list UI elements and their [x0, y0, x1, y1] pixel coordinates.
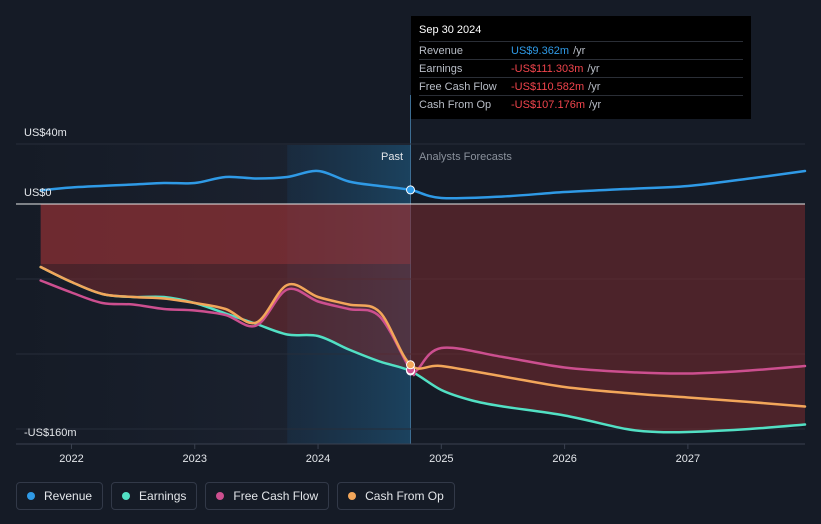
- legend-dot-icon: [122, 492, 131, 500]
- series-line-revenue: [39, 169, 807, 200]
- tooltip-row: Revenue US$9.362m/yr: [419, 41, 743, 59]
- legend-dot-icon: [348, 492, 357, 500]
- tooltip-unit: /yr: [589, 98, 602, 111]
- legend-item-cash-from-op[interactable]: Cash From Op: [337, 482, 455, 510]
- y-bottom-label: -US$160m: [24, 427, 77, 439]
- tooltip-date: Sep 30 2024: [419, 24, 482, 36]
- legend-label: Cash From Op: [365, 489, 444, 503]
- x-tick-label: 2026: [552, 453, 576, 465]
- tooltip-row: Free Cash Flow -US$110.582m/yr: [419, 77, 743, 95]
- marker-revenue: [406, 185, 415, 195]
- loss-area-top-glow: [40, 204, 411, 264]
- marker-cash-from-op: [406, 360, 415, 370]
- y-top-label: US$40m: [24, 127, 67, 139]
- x-tick-label: 2025: [429, 453, 453, 465]
- legend-dot-icon: [27, 492, 35, 500]
- tooltip-unit: /yr: [587, 62, 600, 75]
- legend-item-earnings[interactable]: Earnings: [111, 482, 198, 510]
- tooltip-value: -US$107.176m: [511, 98, 585, 111]
- tooltip-row: Earnings -US$111.303m/yr: [419, 59, 743, 77]
- tooltip-unit: /yr: [588, 80, 601, 93]
- legend-label: Free Cash Flow: [233, 489, 319, 503]
- legend-label: Earnings: [139, 489, 187, 503]
- earnings-loss-area: [40, 204, 805, 433]
- tooltip-value: US$9.362m: [511, 44, 570, 57]
- x-tick-label: 2024: [306, 453, 330, 465]
- x-tick-label: 2023: [183, 453, 207, 465]
- tooltip-label: Earnings: [419, 62, 463, 75]
- legend-dot-icon: [216, 492, 225, 500]
- series-line-cash-from-op: [39, 265, 807, 408]
- forecast-label: Analysts Forecasts: [419, 151, 512, 163]
- tooltip-value: -US$111.303m: [511, 62, 584, 75]
- x-tick-label: 2022: [59, 453, 83, 465]
- tooltip-label: Cash From Op: [419, 98, 492, 111]
- series-line-free-cash-flow: [39, 279, 807, 377]
- tooltip: Sep 30 2024 Revenue US$9.362m/yr Earnings -…: [411, 16, 751, 119]
- tooltip-label: Revenue: [419, 44, 464, 57]
- tooltip-row: Cash From Op -US$107.176m/yr: [419, 95, 743, 113]
- legend-item-free-cash-flow[interactable]: Free Cash Flow: [205, 482, 330, 510]
- y-zero-label: US$0: [24, 187, 52, 199]
- tooltip-value: -US$110.582m: [511, 80, 585, 93]
- legend-item-revenue[interactable]: Revenue: [16, 482, 104, 510]
- past-label: Past: [381, 151, 403, 163]
- x-tick-label: 2027: [676, 453, 700, 465]
- tooltip-label: Free Cash Flow: [419, 80, 497, 93]
- tooltip-unit: /yr: [573, 44, 586, 57]
- legend-label: Revenue: [44, 489, 93, 503]
- legend: Revenue Earnings Free Cash Flow Cash From O…: [16, 482, 455, 510]
